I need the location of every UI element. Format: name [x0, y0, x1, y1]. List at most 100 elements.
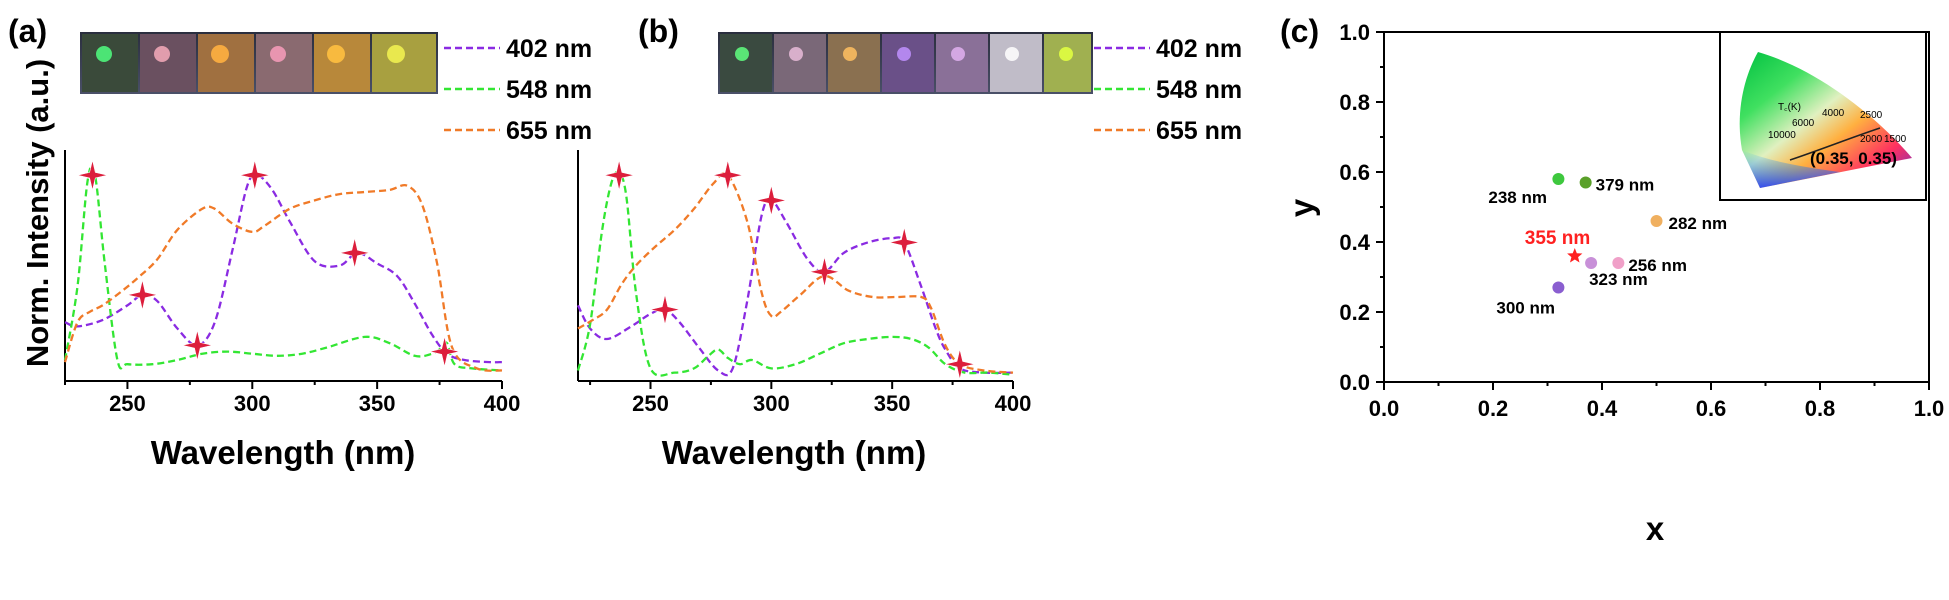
- panel-b-x-tick-label: 300: [753, 391, 790, 416]
- panel-a-x-tick-label: 350: [359, 391, 396, 416]
- panel-c-point: [1552, 173, 1565, 185]
- legend-a-655: 655 nm: [506, 117, 592, 145]
- inset-cct-1500: 1500: [1884, 134, 1907, 145]
- panel-c-point-label: 323 nm: [1589, 270, 1648, 289]
- panel-c-y-tick-label: 0.8: [1339, 90, 1370, 115]
- panel-c-point-star: [1567, 248, 1583, 263]
- panel-b-label: (b): [638, 13, 679, 49]
- panel-a: (a) Norm. Intensity (a.u.) Wavelength (n…: [8, 13, 592, 471]
- photo-vial-b4: [882, 34, 934, 92]
- photo-vial-3: [198, 34, 254, 92]
- panel-c-point-label: 238 nm: [1488, 188, 1547, 207]
- panel-b-x-tick-label: 250: [632, 391, 669, 416]
- legend-a-548: 548 nm: [506, 76, 592, 104]
- panel-a-peak-marker: [127, 279, 158, 310]
- panel-b-peak-marker: [944, 349, 975, 380]
- panel-a-x-tick-label: 300: [234, 391, 271, 416]
- panel-c-label: (c): [1280, 13, 1319, 49]
- panel-a-x-tick-label: 250: [109, 391, 146, 416]
- photo-vial-b2: [774, 34, 826, 92]
- inset-cct-10000: 10000: [1768, 130, 1796, 141]
- panel-c-x-tick-label: 1.0: [1914, 396, 1945, 421]
- panel-c-point: [1612, 257, 1625, 269]
- panel-c-x-tick-label: 0.8: [1805, 396, 1836, 421]
- panel-c-x-tick-label: 0.6: [1696, 396, 1727, 421]
- photo-vial-b1: [720, 34, 772, 92]
- panel-b: (b) Wavelength (nm) 402 nm 548 nm 6: [576, 13, 1242, 471]
- photo-vial-1: [82, 34, 138, 92]
- photo-vial-5: [314, 34, 370, 92]
- panel-c-ylabel: y: [1283, 198, 1320, 217]
- cie-gamut: [1739, 52, 1912, 188]
- panel-b-peak-marker: [604, 160, 635, 191]
- panel-a-legend: 402 nm 548 nm 655 nm: [444, 35, 592, 145]
- panel-c-x-tick-label: 0.4: [1587, 396, 1618, 421]
- photo-vial-b3: [828, 34, 880, 92]
- panel-b-peak-marker: [809, 256, 840, 287]
- panel-c-point-label: 379 nm: [1596, 176, 1655, 195]
- panel-a-series-655-nm: [63, 183, 503, 372]
- panel-b-series-655-nm: [577, 171, 1014, 374]
- panel-a-plot: 250 300 350 400: [63, 150, 521, 416]
- panel-a-label: (a): [8, 13, 47, 49]
- panel-c: (c) x y 0.0 0.2 0.4 0.6 0.8 1.00.00.20.40.60.…: [1280, 13, 1944, 547]
- legend-b-548: 548 nm: [1156, 76, 1242, 104]
- panel-b-peak-marker: [756, 185, 787, 216]
- panel-a-xlabel: Wavelength (nm): [151, 434, 416, 471]
- panel-b-x-tick-label: 350: [874, 391, 911, 416]
- photo-vial-6: [372, 34, 436, 92]
- photo-vial-b7: [1044, 34, 1091, 92]
- inset-coordinate-label: (0.35, 0.35): [1810, 149, 1897, 168]
- panel-c-point: [1552, 281, 1565, 294]
- panel-c-y-tick-label: 0.2: [1339, 300, 1370, 325]
- panel-a-peak-marker: [429, 336, 460, 367]
- panel-c-point: [1650, 215, 1663, 227]
- legend-b-402: 402 nm: [1156, 35, 1242, 63]
- inset-cct-6000: 6000: [1792, 118, 1815, 129]
- inset-cct-2000: 2000: [1860, 134, 1883, 145]
- cie-inset: T꜀(K) 10000 6000 4000 2500 2000 1500 (0.…: [1719, 31, 1927, 201]
- planckian-locus: [1789, 127, 1881, 161]
- panel-b-series-548-nm: [576, 170, 1014, 377]
- panel-a-ylabel: Norm. Intensity (a.u.): [20, 59, 55, 367]
- panel-a-series-548-nm: [63, 165, 503, 372]
- panel-c-point: [1585, 257, 1598, 269]
- panel-b-photos: [718, 32, 1093, 94]
- panel-a-peak-marker: [182, 330, 213, 361]
- inset-tc-label: T꜀(K): [1778, 102, 1801, 113]
- inset-cct-4000: 4000: [1822, 108, 1845, 119]
- photo-vial-4: [256, 34, 312, 92]
- photo-vial-b5: [936, 34, 988, 92]
- panel-b-peak-marker: [712, 160, 743, 191]
- panel-c-x-tick-label: 0.0: [1369, 396, 1400, 421]
- panel-b-legend: 402 nm 548 nm 655 nm: [1094, 35, 1242, 145]
- photo-vial-b6: [990, 34, 1042, 92]
- panel-a-peak-marker: [77, 160, 108, 191]
- panel-c-plot: 0.0 0.2 0.4 0.6 0.8 1.0 0.0 0.2 0.4 0.6 0.8 1.0 238 …: [1339, 20, 1944, 421]
- panel-c-point-label: 256 nm: [1628, 256, 1687, 275]
- panel-a-peak-marker: [239, 160, 270, 191]
- panel-a-x-tick-label: 400: [484, 391, 521, 416]
- panel-b-peak-marker: [889, 227, 920, 258]
- panel-c-x-tick-label: 0.2: [1478, 396, 1509, 421]
- panel-c-point-label: 300 nm: [1496, 299, 1555, 318]
- panel-b-plot: 250 300 350 400: [576, 150, 1032, 416]
- panel-a-peak-marker: [339, 237, 370, 268]
- panel-c-point-label: 355 nm: [1525, 228, 1590, 249]
- panel-c-y-tick-label: 0.0: [1339, 370, 1370, 395]
- inset-cct-2500: 2500: [1860, 110, 1883, 121]
- panel-b-xlabel: Wavelength (nm): [662, 434, 927, 471]
- panel-a-photos: [80, 32, 438, 94]
- panel-a-series-402-nm: [64, 173, 503, 364]
- panel-b-peak-marker: [649, 294, 681, 325]
- panel-c-xlabel: x: [1646, 510, 1665, 547]
- photo-vial-2: [140, 34, 196, 92]
- panel-b-series-402-nm: [576, 198, 1014, 377]
- panel-c-y-tick-label: 0.6: [1339, 160, 1370, 185]
- panel-c-y-tick-label: 1.0: [1339, 20, 1370, 45]
- panel-c-point-label: 282 nm: [1669, 214, 1728, 233]
- panel-b-x-tick-label: 400: [995, 391, 1032, 416]
- panel-c-y-tick-label: 0.4: [1339, 230, 1370, 255]
- legend-b-655: 655 nm: [1156, 117, 1242, 145]
